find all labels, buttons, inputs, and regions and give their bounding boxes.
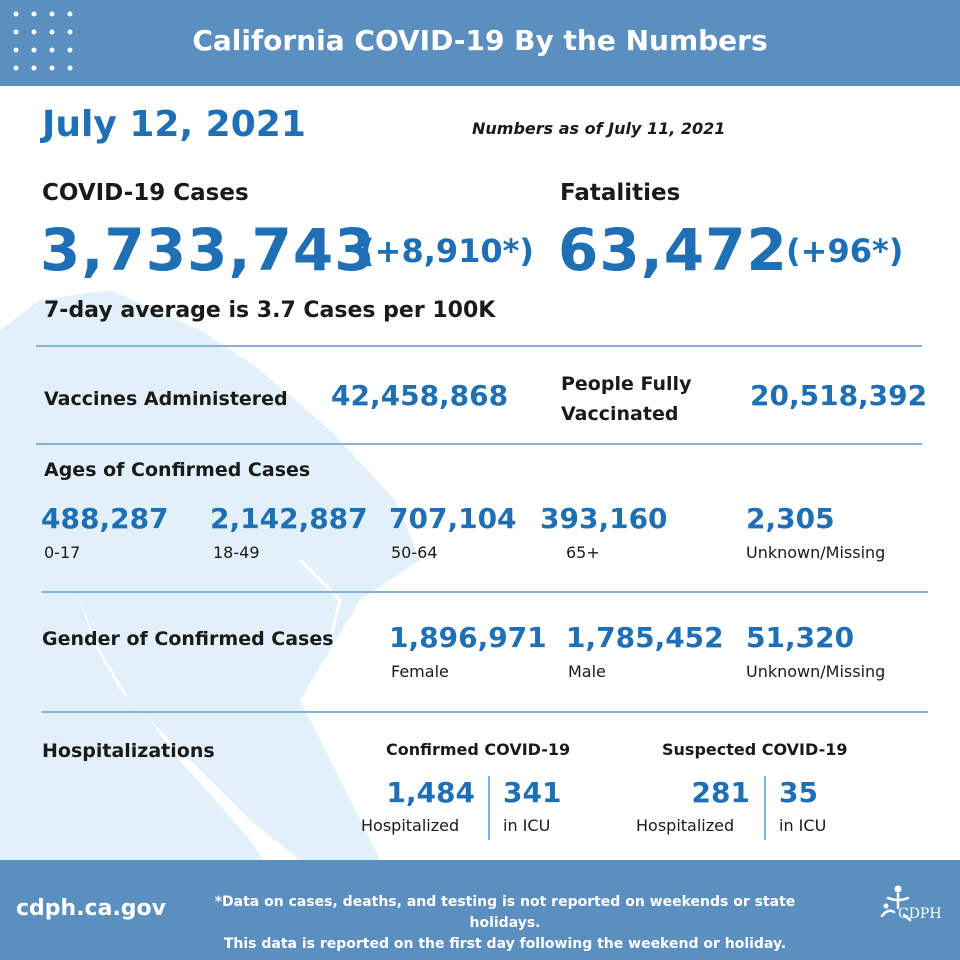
gender-group-value: 1,896,971	[389, 621, 547, 654]
gender-group-value: 51,320	[746, 621, 855, 654]
suspected-icu-label: in ICU	[779, 816, 827, 835]
page-title: California COVID-19 By the Numbers	[192, 24, 768, 57]
footer-website-link[interactable]: cdph.ca.gov	[16, 896, 167, 921]
confirmed-hospitalized-label: Hospitalized	[361, 816, 460, 835]
gender-title: Gender of Confirmed Cases	[42, 628, 334, 650]
age-group-value: 2,142,887	[210, 502, 368, 535]
confirmed-separator	[488, 776, 490, 840]
vaccines-administered-value: 42,458,868	[331, 379, 509, 412]
fully-vaccinated-label-line2: Vaccinated	[561, 403, 679, 425]
fatalities-total: 63,472	[558, 216, 788, 284]
cases-change: (+8,910*)	[360, 232, 535, 270]
gender-group-value: 1,785,452	[566, 621, 724, 654]
vaccines-administered-label: Vaccines Administered	[44, 388, 288, 410]
cases-total: 3,733,743	[40, 216, 376, 284]
divider-3	[42, 591, 928, 593]
cdph-logo-text: CDPH	[898, 906, 942, 922]
fatalities-change: (+96*)	[786, 232, 904, 270]
ages-title: Ages of Confirmed Cases	[44, 459, 311, 481]
age-group-value: 2,305	[746, 502, 835, 535]
gender-group-label: Female	[391, 662, 449, 681]
footer-banner: cdph.ca.gov *Data on cases, deaths, and …	[0, 860, 960, 960]
dot-grid-decoration	[13, 11, 73, 71]
age-group-label: 0-17	[44, 543, 81, 562]
suspected-hospitalized-value: 281	[691, 776, 750, 809]
cases-label: COVID-19 Cases	[42, 180, 249, 206]
fully-vaccinated-label-line1: People Fully	[561, 373, 692, 395]
divider-1	[36, 345, 922, 347]
footer-disclaimer-line2: This data is reported on the first day f…	[223, 936, 787, 952]
suspected-separator	[764, 776, 766, 840]
confirmed-hospitalized-value: 1,484	[386, 776, 475, 809]
age-group-value: 707,104	[389, 502, 517, 535]
suspected-icu-value: 35	[779, 776, 818, 809]
age-group-label: Unknown/Missing	[746, 543, 886, 562]
gender-group-label: Unknown/Missing	[746, 662, 886, 681]
confirmed-icu-value: 341	[503, 776, 562, 809]
age-group-label: 18-49	[213, 543, 260, 562]
suspected-covid-title: Suspected COVID-19	[662, 740, 848, 759]
suspected-hospitalized-label: Hospitalized	[636, 816, 735, 835]
divider-2	[36, 443, 922, 445]
age-group-value: 488,287	[41, 502, 169, 535]
divider-4	[42, 711, 928, 713]
confirmed-icu-label: in ICU	[503, 816, 551, 835]
confirmed-covid-title: Confirmed COVID-19	[386, 740, 571, 759]
fatalities-label: Fatalities	[560, 180, 681, 206]
gender-group-label: Male	[568, 662, 606, 681]
age-group-value: 393,160	[540, 502, 668, 535]
cases-average: 7-day average is 3.7 Cases per 100K	[44, 298, 496, 323]
cdph-people-icon	[880, 885, 912, 922]
footer-disclaimer: *Data on cases, deaths, and testing is n…	[180, 892, 830, 955]
report-date: July 12, 2021	[42, 104, 306, 145]
footer-disclaimer-line1: *Data on cases, deaths, and testing is n…	[214, 894, 796, 931]
age-group-label: 50-64	[391, 543, 438, 562]
age-group-label: 65+	[566, 543, 600, 562]
header-banner: California COVID-19 By the Numbers	[0, 0, 960, 86]
as-of-date: Numbers as of July 11, 2021	[472, 119, 726, 138]
fully-vaccinated-value: 20,518,392	[750, 379, 928, 412]
hospitalizations-title: Hospitalizations	[42, 740, 215, 762]
cdph-logo: CDPH	[878, 882, 948, 942]
